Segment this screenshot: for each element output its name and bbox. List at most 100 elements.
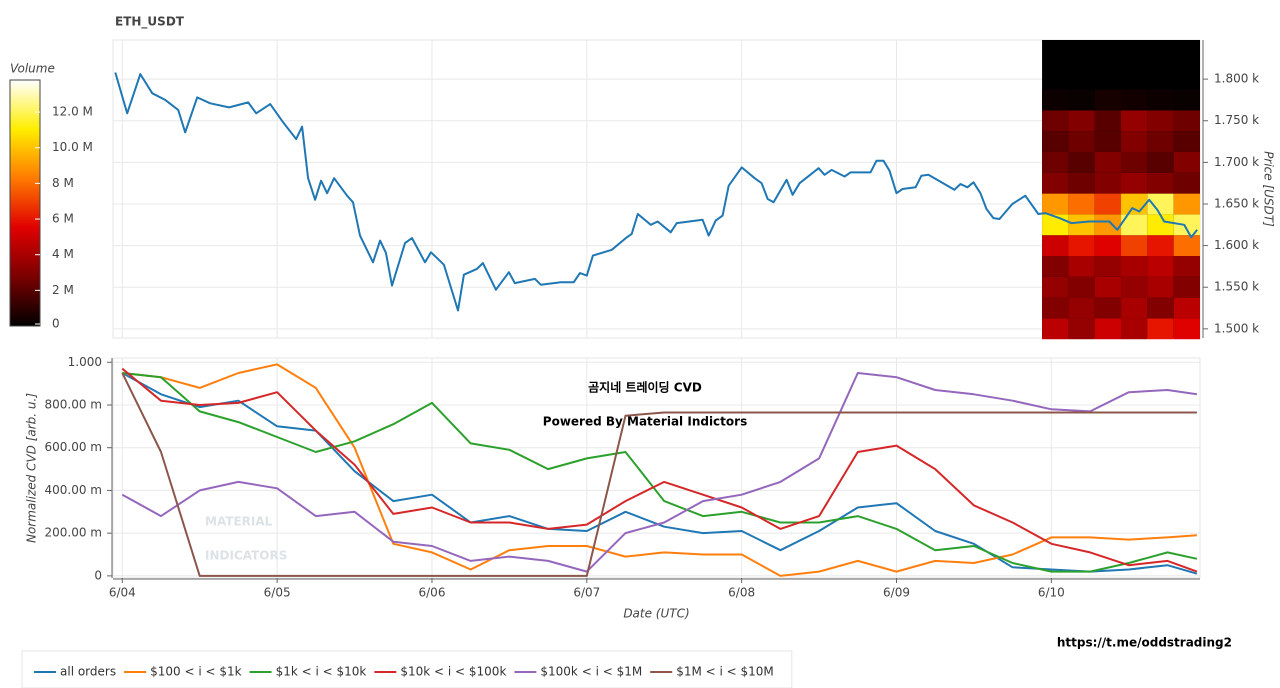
y-tick-label: 1.000	[68, 355, 102, 369]
heatmap-cell	[1042, 276, 1069, 298]
heatmap-cell	[1147, 89, 1174, 111]
heatmap-cell	[1068, 151, 1095, 173]
colorbar-tick-label: 6 M	[52, 212, 74, 226]
heatmap-cell	[1121, 318, 1148, 340]
legend-label: $1k < i < $10k	[276, 665, 367, 679]
y-tick-label: 1.650 k	[1214, 196, 1259, 210]
heatmap-cell	[1094, 256, 1122, 277]
y-tick-label: 1.700 k	[1214, 155, 1259, 169]
heatmap-cell	[1068, 110, 1095, 132]
heatmap-cell	[1094, 214, 1122, 236]
colorbar-tick-label: 0	[52, 317, 60, 331]
heatmap-cell	[1042, 131, 1069, 152]
x-tick-label: 6/07	[573, 586, 600, 600]
series-line	[121, 372, 1198, 573]
heatmap-cell	[1094, 110, 1122, 132]
x-tick-label: 6/04	[109, 586, 136, 600]
heatmap-cell	[1173, 151, 1200, 173]
heatmap-cell	[1042, 235, 1069, 257]
y-tick-label: 600.00 m	[45, 440, 103, 454]
heatmap-cell	[1147, 214, 1174, 236]
heatmap-cell	[1042, 172, 1069, 194]
colorbar-tick-label: 4 M	[52, 247, 74, 261]
x-tick-label: 6/08	[728, 586, 755, 600]
heatmap-cell	[1173, 172, 1200, 194]
heatmap-cell	[1068, 214, 1095, 236]
x-tick-label: 6/05	[264, 586, 291, 600]
heatmap-cell	[1121, 193, 1148, 215]
heatmap-cell	[1068, 318, 1095, 340]
y-tick-label: 1.550 k	[1214, 280, 1259, 294]
heatmap-cell	[1094, 151, 1122, 173]
heatmap-cell	[1121, 214, 1148, 236]
heatmap-cell	[1094, 172, 1122, 194]
heatmap-cell	[1121, 235, 1148, 257]
heatmap-cell	[1121, 89, 1148, 111]
heatmap-cell	[1042, 110, 1069, 132]
heatmap-cell	[1094, 235, 1122, 257]
series-line	[122, 363, 1197, 577]
series-line	[121, 367, 1198, 573]
heatmap-cell	[1173, 214, 1200, 236]
watermark: INDICATORS	[205, 549, 287, 563]
heatmap-cell	[1147, 318, 1174, 340]
y-axis-label: Normalized CVD [arb. u.]	[25, 393, 39, 543]
heatmap-cell	[1173, 235, 1200, 257]
plot-frame	[112, 357, 1201, 579]
heatmap-cell	[1121, 297, 1148, 319]
heatmap-cell	[1068, 235, 1095, 257]
heatmap-cell	[1094, 89, 1122, 111]
heatmap-cell	[1068, 276, 1095, 298]
heatmap-cell	[1173, 318, 1200, 340]
heatmap-cell	[1068, 172, 1095, 194]
heatmap-cell	[1042, 297, 1069, 319]
heatmap-cell	[1147, 193, 1174, 215]
heatmap-cell	[1147, 131, 1174, 152]
watermark: MATERIAL	[205, 515, 273, 529]
heatmap-cell	[1173, 256, 1200, 277]
heatmap-cell	[1121, 131, 1148, 152]
y-tick-label: 200.00 m	[45, 526, 103, 540]
heatmap-cell	[1068, 89, 1095, 111]
legend-label: $100 < i < $1k	[150, 665, 242, 679]
heatmap-cell	[1147, 235, 1174, 257]
heatmap-cell	[1042, 256, 1069, 277]
heatmap-cell	[1094, 318, 1122, 340]
y-tick-label: 400.00 m	[45, 483, 103, 497]
heatmap-cell	[1121, 256, 1148, 277]
heatmap-cell	[1094, 297, 1122, 319]
heatmap-cell	[1042, 151, 1069, 173]
heatmap-cell	[1094, 193, 1122, 215]
y-tick-label: 1.600 k	[1214, 238, 1259, 252]
y-tick-label: 800.00 m	[45, 397, 103, 411]
y-tick-label: 1.800 k	[1214, 72, 1259, 86]
heatmap-cell	[1042, 193, 1069, 215]
x-axis-label: Date (UTC)	[623, 607, 689, 621]
heatmap-cell	[1173, 276, 1200, 298]
heatmap-cell	[1068, 193, 1095, 215]
heatmap-cell	[1173, 110, 1200, 132]
heatmap-cell	[1121, 172, 1148, 194]
y-axis-label: Price [USDT]	[1262, 151, 1276, 227]
heatmap-cell	[1121, 151, 1148, 173]
heatmap-cell	[1173, 89, 1200, 111]
series-line	[122, 372, 1198, 573]
heatmap-cell	[1068, 131, 1095, 152]
colorbar	[9, 79, 41, 327]
heatmap-cell	[1173, 131, 1200, 152]
heatmap-cell	[1147, 151, 1174, 173]
heatmap-cell	[1042, 89, 1069, 111]
heatmap-cell	[1094, 131, 1122, 152]
annotation: https://t.me/oddstrading2	[1057, 636, 1232, 650]
legend-label: $100k < i < $1M	[540, 665, 642, 679]
heatmap-cell	[1147, 172, 1174, 194]
x-tick-label: 6/06	[419, 586, 446, 600]
x-tick-label: 6/10	[1038, 586, 1065, 600]
series-line	[121, 372, 1198, 575]
heatmap-cell	[1094, 276, 1122, 298]
heatmap-cell	[1068, 256, 1095, 277]
plot-frame	[112, 39, 1201, 339]
y-tick-label: 1.750 k	[1214, 113, 1259, 127]
colorbar-tick-label: 12.0 M	[52, 105, 93, 119]
